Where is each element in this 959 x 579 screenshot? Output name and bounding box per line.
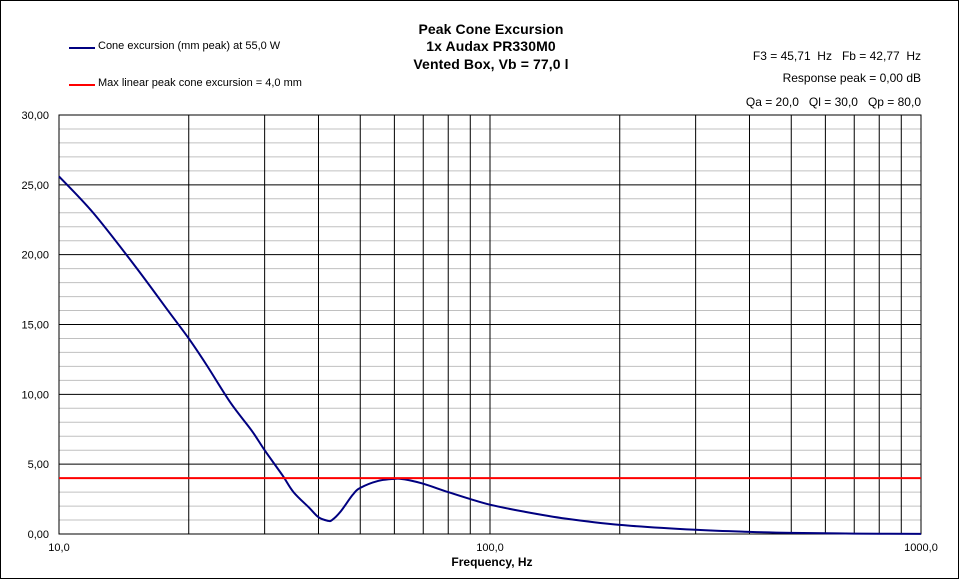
tick-label-layer: 0,00 5,00 10,00 15,00 20,00 25,00 30,00 10,0 100… — [21, 110, 937, 554]
series-line-0 — [58, 175, 922, 535]
chart-title-line-3: Vented Box, Vb = 77,0 l — [413, 56, 569, 72]
x-tick-label: 1000,0 — [904, 542, 938, 554]
plot-border — [58, 114, 922, 535]
y-tick-label: 10,00 — [21, 389, 49, 401]
f3-fb-annotation: F3 = 45,71 Hz Fb = 42,77 Hz — [752, 49, 921, 63]
legend-label-max-linear: Max linear peak cone excursion = 4,0 mm — [98, 77, 302, 89]
grid-layer — [58, 114, 922, 535]
y-tick-label: 0,00 — [28, 529, 49, 541]
response-peak-annotation: Response peak = 0,00 dB — [782, 71, 921, 85]
x-axis-label: Frequency, Hz — [451, 555, 532, 569]
legend-label-cone-excursion: Cone excursion (mm peak) at 55,0 W — [98, 40, 281, 52]
legend-swatch-max-linear — [69, 84, 95, 86]
y-tick-label: 5,00 — [28, 459, 49, 471]
legend-swatch-cone-excursion — [69, 47, 95, 49]
x-tick-label: 100,0 — [476, 542, 504, 554]
chart-title-line-2: 1x Audax PR330M0 — [426, 38, 556, 54]
y-tick-label: 20,00 — [21, 250, 49, 262]
y-tick-label: 15,00 — [21, 320, 49, 332]
q-values-annotation: Qa = 20,0 Ql = 30,0 Qp = 80,0 — [745, 95, 921, 109]
y-tick-label: 30,00 — [21, 110, 49, 122]
series-layer — [58, 175, 922, 535]
x-tick-label: 10,0 — [48, 542, 69, 554]
y-tick-label: 25,00 — [21, 180, 49, 192]
chart-title-line-1: Peak Cone Excursion — [418, 21, 564, 37]
